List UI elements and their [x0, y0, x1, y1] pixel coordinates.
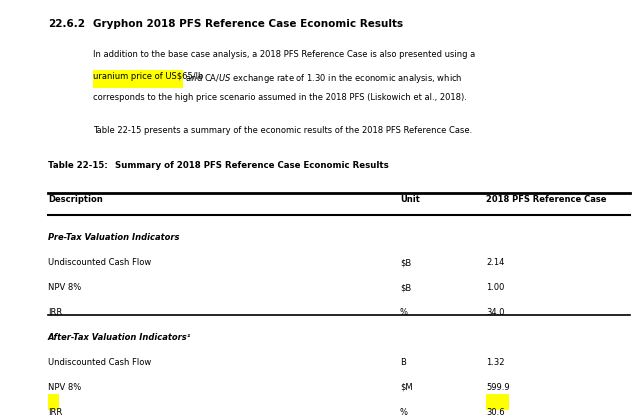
FancyBboxPatch shape — [48, 394, 60, 410]
Text: Description: Description — [48, 195, 103, 204]
Text: Undiscounted Cash Flow: Undiscounted Cash Flow — [48, 258, 151, 267]
Text: 22.6.2: 22.6.2 — [48, 19, 85, 29]
Text: Undiscounted Cash Flow: Undiscounted Cash Flow — [48, 358, 151, 367]
Text: NPV 8%: NPV 8% — [48, 383, 81, 392]
Text: IRR: IRR — [48, 408, 62, 417]
Text: Gryphon 2018 PFS Reference Case Economic Results: Gryphon 2018 PFS Reference Case Economic… — [93, 19, 403, 29]
Text: %: % — [400, 308, 408, 317]
FancyBboxPatch shape — [486, 394, 509, 410]
Text: uranium price of US$65/lb: uranium price of US$65/lb — [93, 72, 203, 81]
Text: IRR: IRR — [48, 308, 62, 317]
Text: Summary of 2018 PFS Reference Case Economic Results: Summary of 2018 PFS Reference Case Econo… — [106, 161, 388, 170]
Text: 1.32: 1.32 — [486, 358, 505, 367]
Text: 2.14: 2.14 — [486, 258, 505, 267]
Text: NPV 8%: NPV 8% — [48, 283, 81, 292]
FancyBboxPatch shape — [93, 70, 183, 88]
Text: Table 22-15:: Table 22-15: — [48, 161, 108, 170]
Text: $M: $M — [400, 383, 413, 392]
Text: 34.0: 34.0 — [486, 308, 505, 317]
Text: Table 22-15 presents a summary of the economic results of the 2018 PFS Reference: Table 22-15 presents a summary of the ec… — [93, 126, 472, 135]
Text: and CA$/US$ exchange rate of 1.30 in the economic analysis, which: and CA$/US$ exchange rate of 1.30 in the… — [183, 72, 463, 85]
Text: Unit: Unit — [400, 195, 420, 204]
Text: After-Tax Valuation Indicators¹: After-Tax Valuation Indicators¹ — [48, 333, 191, 342]
Text: corresponds to the high price scenario assumed in the 2018 PFS (Liskowich et al.: corresponds to the high price scenario a… — [93, 93, 467, 103]
Text: 599.9: 599.9 — [486, 383, 510, 392]
Text: 30.6: 30.6 — [486, 408, 505, 417]
Text: $B: $B — [400, 258, 412, 267]
Text: B: B — [400, 358, 406, 367]
Text: Pre-Tax Valuation Indicators: Pre-Tax Valuation Indicators — [48, 233, 179, 242]
Text: 2018 PFS Reference Case: 2018 PFS Reference Case — [486, 195, 607, 204]
Text: $B: $B — [400, 283, 412, 292]
Text: 1.00: 1.00 — [486, 283, 505, 292]
Text: In addition to the base case analysis, a 2018 PFS Reference Case is also present: In addition to the base case analysis, a… — [93, 50, 475, 59]
Text: %: % — [400, 408, 408, 417]
